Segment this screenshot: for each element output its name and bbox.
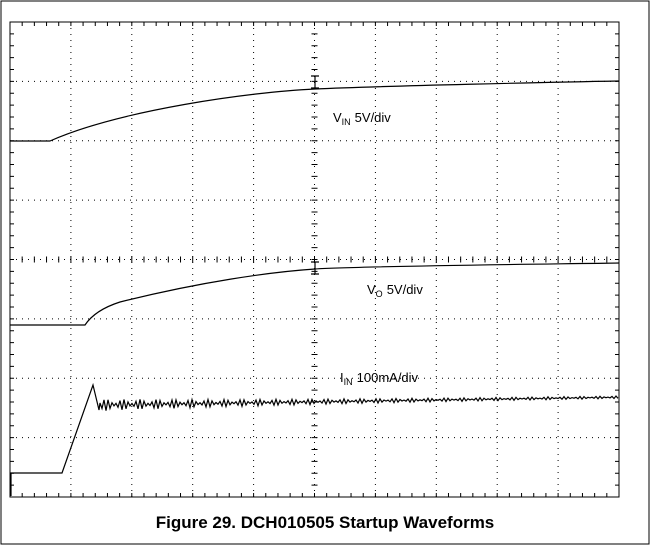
symbol: I [340,370,344,385]
subscript: IN [344,377,353,387]
vin-label: VIN 5V/div [333,110,391,127]
symbol: V [367,282,376,297]
vo-label: VO 5V/div [367,282,423,299]
minor-ticks [9,21,620,498]
trigger-markers [311,75,319,275]
vo-trace [10,262,620,326]
iin-label: IIN 100mA/div [340,370,419,387]
scale: 5V/div [387,282,424,297]
vin-trace [10,80,620,142]
scope-grid [9,21,620,498]
iin-trace [10,382,619,496]
scale: 5V/div [355,110,392,125]
subscript: IN [342,117,351,127]
subscript: O [376,289,383,299]
caption: Figure 29. DCH010505 Startup Waveforms [156,513,495,532]
symbol: V [333,110,342,125]
scale: 100mA/div [357,370,419,385]
